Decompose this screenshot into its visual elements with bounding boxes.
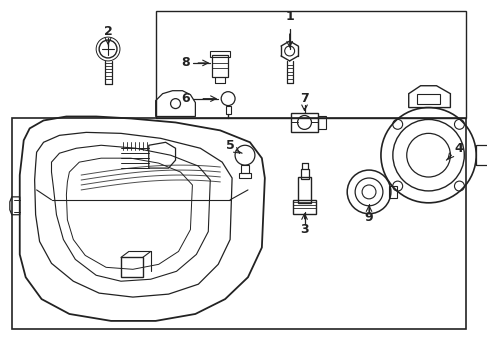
- Bar: [292, 200, 316, 214]
- Bar: [210, 51, 230, 57]
- Text: 3: 3: [300, 223, 308, 236]
- Text: 8: 8: [181, 57, 189, 69]
- Bar: [297, 177, 311, 203]
- Text: 2: 2: [103, 24, 112, 38]
- Text: 5: 5: [225, 139, 234, 152]
- Bar: [12, 118, 466, 329]
- Text: 6: 6: [181, 92, 189, 105]
- Bar: [225, 105, 230, 113]
- Bar: [475, 145, 488, 165]
- Text: 4: 4: [453, 142, 462, 155]
- Bar: [239, 173, 250, 178]
- Text: 7: 7: [300, 92, 308, 105]
- Bar: [121, 257, 142, 277]
- Bar: [300, 169, 308, 179]
- Text: 9: 9: [364, 211, 372, 224]
- Bar: [241, 165, 248, 173]
- Bar: [290, 113, 318, 132]
- Bar: [155, 11, 466, 118]
- Bar: [212, 55, 228, 77]
- Text: 1: 1: [285, 10, 293, 23]
- Bar: [318, 116, 325, 129]
